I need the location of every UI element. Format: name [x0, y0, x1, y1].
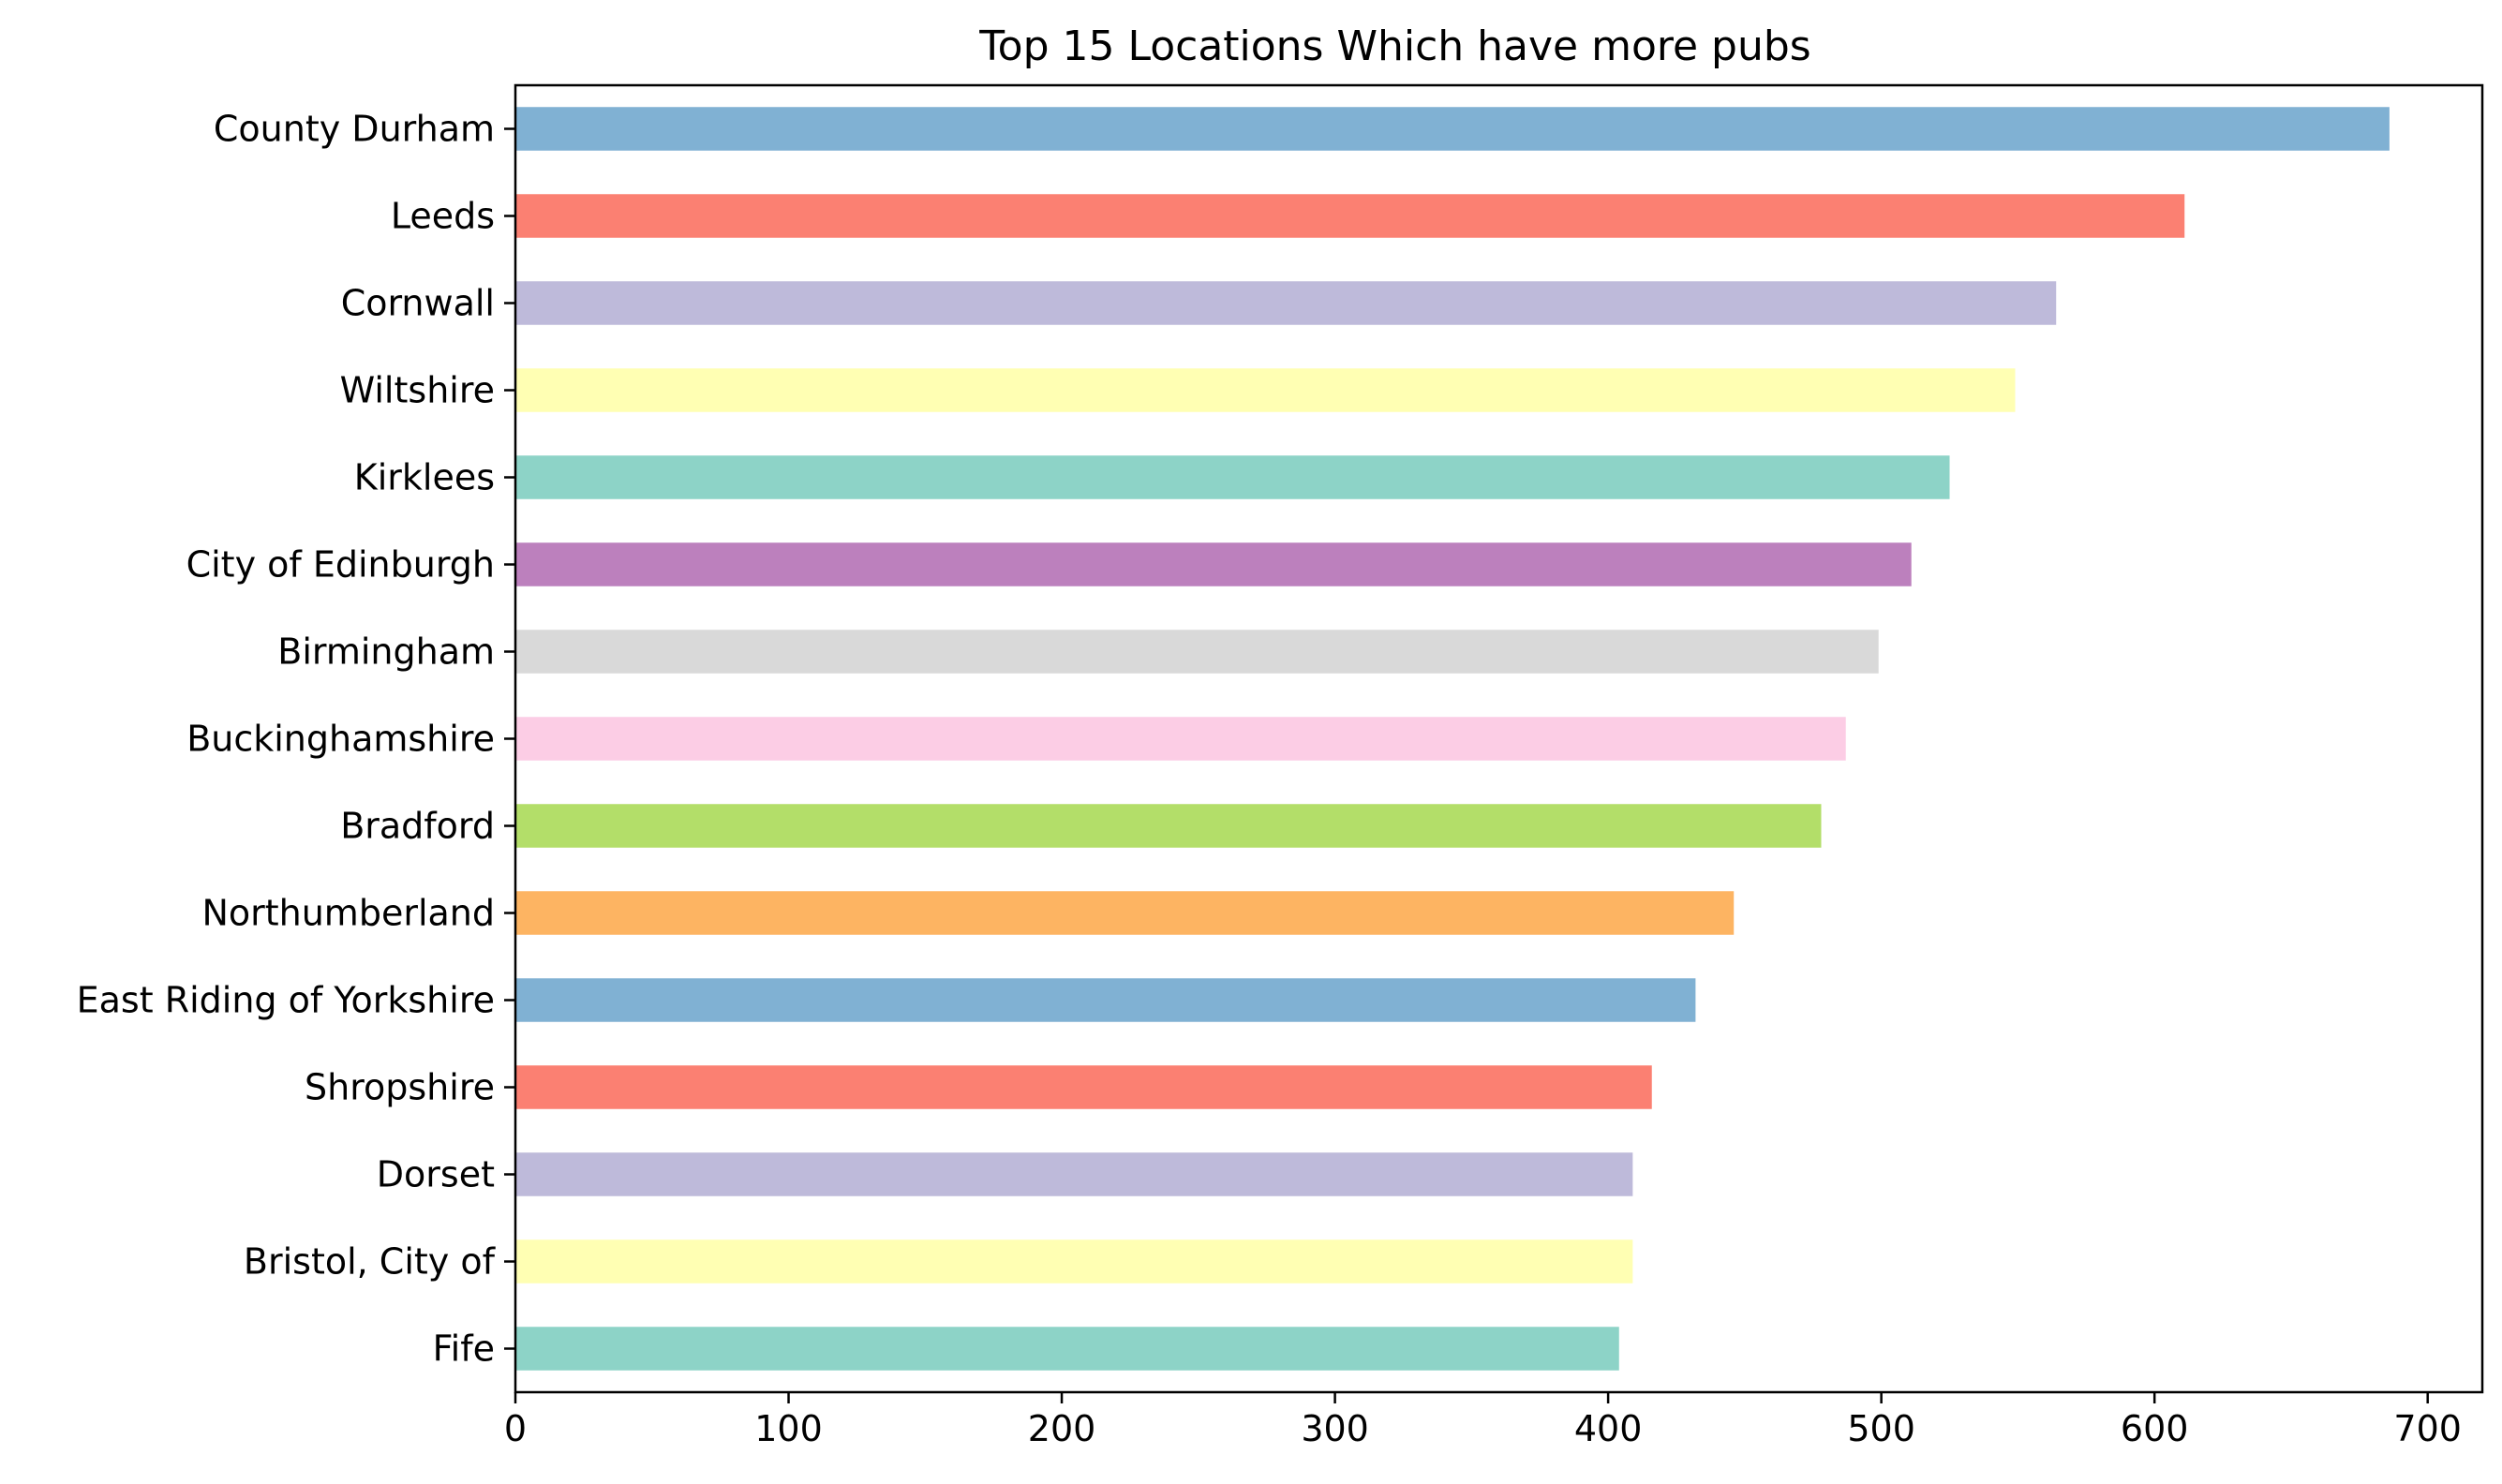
y-tick-label: Buckinghamshire — [186, 719, 495, 760]
bar-shropshire — [515, 1065, 1652, 1109]
y-tick-label: County Durham — [214, 109, 495, 150]
y-tick-label: Leeds — [391, 196, 495, 237]
bar-birmingham — [515, 630, 1879, 674]
x-axis-ticks: 0 100 200 300 400 500 600 700 — [504, 1392, 2462, 1449]
bar-east-riding-of-yorkshire — [515, 978, 1696, 1022]
bar-leeds — [515, 194, 2185, 238]
y-tick-label: East Riding of Yorkshire — [77, 980, 495, 1021]
plot-frame — [514, 83, 2484, 1394]
bar-fife — [515, 1327, 1619, 1371]
bar-city-of-edinburgh — [515, 542, 1912, 586]
x-tick-label: 100 — [754, 1408, 823, 1449]
bar-bristol-city-of — [515, 1239, 1633, 1284]
x-tick-label: 500 — [1847, 1408, 1915, 1449]
bar-wiltshire — [515, 368, 2016, 412]
y-tick-label: Dorset — [377, 1154, 495, 1195]
bar-county-durham — [515, 107, 2390, 151]
y-axis-ticks: County Durham Leeds Cornwall Wiltshire Kirkl… — [77, 109, 515, 1370]
x-tick-label: 0 — [504, 1408, 527, 1449]
bar-buckinghamshire — [515, 717, 1846, 761]
x-tick-label: 600 — [2121, 1408, 2189, 1449]
y-tick-label: Bristol, City of — [244, 1241, 497, 1283]
bar-northumberland — [515, 891, 1735, 935]
bar-cornwall — [515, 281, 2057, 325]
bar-bradford — [515, 804, 1822, 848]
x-tick-label: 700 — [2393, 1408, 2462, 1449]
y-tick-label: Shropshire — [305, 1067, 495, 1108]
bar-kirklees — [515, 455, 1950, 499]
y-tick-label: Wiltshire — [340, 370, 495, 411]
chart-title: Top 15 Locations Which have more pubs — [978, 22, 1810, 70]
y-tick-label: Northumberland — [201, 893, 495, 934]
x-tick-label: 400 — [1574, 1408, 1643, 1449]
bar-dorset — [515, 1152, 1633, 1196]
y-tick-label: Kirklees — [354, 457, 495, 498]
y-tick-label: City of Edinburgh — [186, 544, 495, 586]
y-tick-label: Birmingham — [277, 631, 495, 673]
y-tick-label: Bradford — [340, 806, 495, 847]
x-tick-label: 300 — [1301, 1408, 1369, 1449]
y-tick-label: Cornwall — [341, 283, 495, 324]
x-tick-label: 200 — [1028, 1408, 1096, 1449]
bars-layer — [515, 107, 2390, 1371]
y-tick-label: Fife — [433, 1328, 495, 1370]
